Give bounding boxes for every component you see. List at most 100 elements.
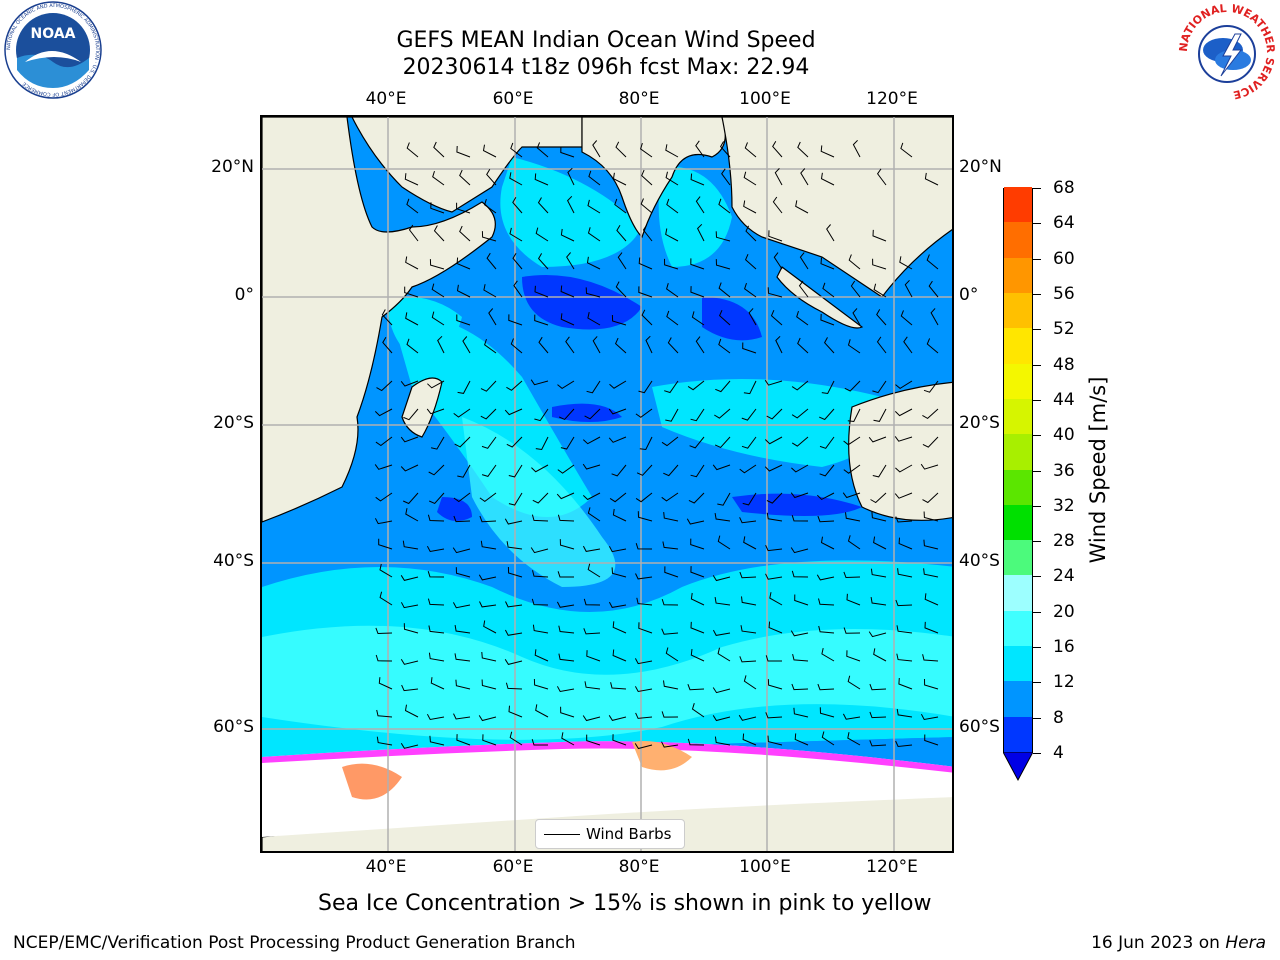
wind-barb [427,598,445,606]
wind-barb [744,142,757,158]
wind-barb [560,285,575,298]
wind-barb [924,172,939,186]
wind-barb [537,253,549,270]
wind-barb [508,705,523,718]
wind-barb [431,283,445,298]
wind-barb [667,337,679,354]
wind-barb [560,228,575,242]
wind-barb [480,408,497,420]
wind-barb [587,227,601,242]
wind-barb [454,653,471,662]
wind-barb [486,252,497,270]
wind-barb [847,535,861,550]
wind-barb [455,567,471,578]
wind-barb [790,492,809,499]
wind-barb [661,598,679,606]
wind-barb [452,547,471,554]
wind-barb [847,408,861,423]
colorbar-segment [1004,680,1032,717]
wind-barb [506,541,523,550]
wind-barb [900,142,913,158]
wind-barb [459,225,471,242]
wind-barb [430,202,445,214]
wind-barb [719,141,731,158]
wind-barb [769,592,783,606]
colorbar-segment [1004,221,1032,258]
wind-barb [818,598,835,606]
map-title: GEFS MEAN Indian Ocean Wind Speed [396,28,816,53]
wind-barb [819,464,835,477]
wind-barb [663,680,679,690]
wind-barb [714,736,731,746]
wind-barb [767,287,783,298]
lat-label-right-40s: 40°S [959,551,1000,571]
wind-barb [687,684,705,691]
wind-barb [512,252,523,270]
wind-barb [714,436,731,449]
wind-barb [661,711,679,718]
colorbar-label: 68 [1053,178,1075,198]
colorbar-segment [1004,504,1032,541]
wind-barb [765,544,783,552]
wind-barb [690,538,705,550]
wind-barb [400,380,419,387]
wind-barb [456,734,471,746]
colorbar-extend-arrow [1003,752,1033,782]
wind-barb [608,601,627,608]
wind-barb [768,230,783,242]
wind-barb [611,567,627,578]
wind-barb [895,740,913,748]
wind-barb [712,687,731,694]
colorbar-segment [1004,327,1032,364]
wind-barb [843,571,861,579]
wind-barb [876,309,887,326]
wind-barb [533,678,549,690]
wind-barb [534,314,549,326]
wind-barb [636,464,653,476]
wind-barb [717,492,731,506]
colorbar-tick [1033,647,1041,649]
wind-barb [400,464,419,472]
wind-barb [482,734,497,746]
wind-barb [690,408,705,422]
wind-barb [748,308,757,326]
wind-barb [872,464,887,478]
wind-barb [712,575,731,582]
wind-barb [636,597,653,606]
wind-barb [922,436,939,448]
wind-barb [508,314,523,326]
wind-barb [583,628,601,635]
wind-barb [611,314,627,326]
colorbar-label: 12 [1053,672,1075,693]
colorbar-segment [1004,363,1032,399]
wind-barb [687,380,705,391]
wind-barb [741,436,757,449]
wind-barb [740,625,757,634]
wind-barb [796,310,809,326]
wind-barb [823,337,835,354]
wind-barb [530,379,549,386]
africa-land [262,117,496,523]
colorbar-segment [1004,645,1032,682]
wind-barb [896,708,913,718]
wind-barb [611,464,627,477]
wind-barb [534,285,549,298]
wind-barb [767,679,783,690]
wind-barb [714,408,731,419]
wind-barb [690,286,705,298]
wind-barb [645,335,653,354]
wind-barb [401,684,419,692]
wind-barb [847,732,861,746]
wind-speed-colorbar [1003,186,1033,753]
wind-barb [924,621,939,634]
lon-label-bottom-80e: 80°E [618,857,660,877]
wind-barbs-legend: Wind Barbs [535,819,685,849]
wind-barb [538,336,549,354]
wind-barb [456,314,471,326]
wind-barb [375,654,393,662]
wind-barb [665,647,679,662]
colorbar-label: 4 [1053,743,1064,763]
wind-barb [744,282,757,298]
colorbar-tick [1033,611,1041,613]
wind-barb [842,713,861,720]
